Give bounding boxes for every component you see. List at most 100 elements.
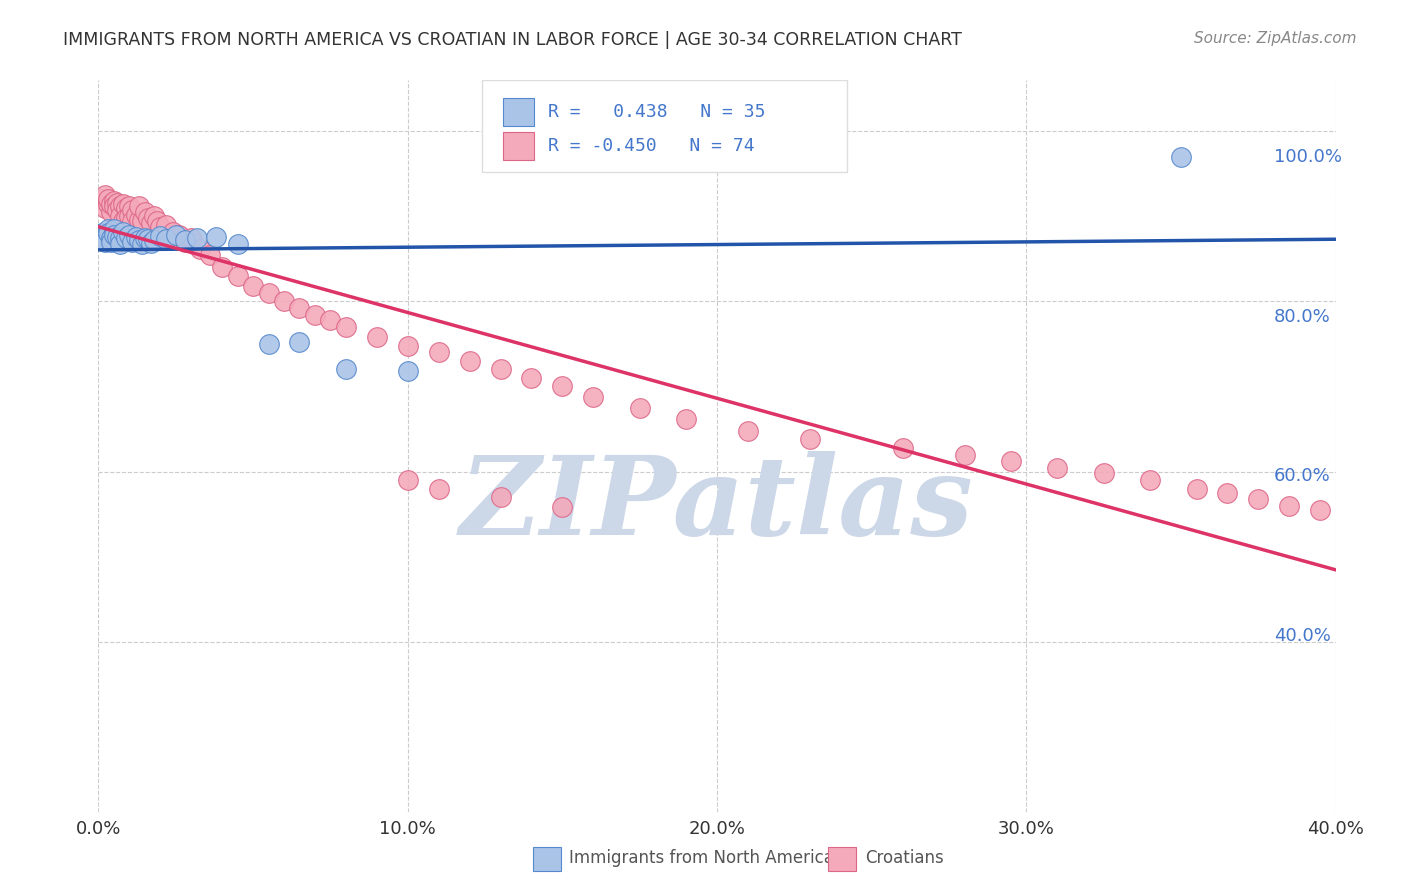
Point (464, 356, 486, 370)
Bar (531, 156, 560, 182)
Point (186, 217, 209, 231)
Point (519, 491, 541, 506)
Point (231, 242, 253, 256)
Point (254, 258, 277, 272)
Point (170, 252, 193, 266)
Point (217, 232, 239, 246)
Point (179, 213, 201, 227)
Point (208, 229, 231, 244)
Point (211, 252, 233, 267)
Point (200, 250, 222, 264)
Point (1213, 500, 1236, 514)
Point (179, 245, 201, 260)
Point (737, 429, 759, 443)
Point (179, 219, 201, 233)
Point (205, 224, 228, 238)
Point (287, 253, 309, 268)
Point (232, 245, 254, 260)
Point (437, 349, 460, 363)
Point (269, 247, 291, 261)
Point (356, 320, 378, 334)
Bar (531, 123, 560, 150)
Point (191, 219, 214, 233)
Point (194, 221, 217, 235)
Point (219, 237, 242, 252)
Point (342, 346, 364, 360)
Point (176, 248, 198, 262)
Point (1050, 469, 1073, 483)
Point (179, 240, 201, 254)
Point (184, 219, 207, 233)
Point (969, 458, 991, 472)
Point (173, 240, 195, 254)
Point (437, 373, 460, 387)
Point (167, 244, 190, 258)
Point (214, 227, 236, 242)
Point (214, 250, 236, 264)
Point (194, 232, 217, 246)
Point (368, 325, 391, 339)
Text: R = -0.450   N = 74: R = -0.450 N = 74 (571, 160, 778, 178)
Point (574, 500, 596, 515)
Point (315, 300, 337, 314)
Point (208, 249, 231, 263)
Point (342, 314, 364, 328)
Point (1159, 487, 1181, 501)
Text: ZIPatlas: ZIPatlas (464, 451, 977, 559)
Point (181, 215, 204, 229)
Point (197, 226, 219, 240)
Point (873, 445, 896, 459)
Point (191, 245, 214, 260)
Point (200, 231, 222, 245)
Point (437, 475, 460, 490)
Point (181, 247, 204, 261)
Point (202, 232, 225, 246)
Point (176, 252, 198, 266)
FancyBboxPatch shape (513, 107, 835, 193)
Point (186, 232, 209, 246)
Point (1118, 172, 1140, 186)
Point (184, 248, 207, 262)
Point (574, 387, 596, 401)
Point (287, 284, 309, 298)
Point (173, 244, 195, 258)
Point (1187, 493, 1209, 508)
Point (188, 229, 211, 244)
Point (173, 211, 195, 226)
Point (219, 246, 242, 260)
Point (682, 417, 704, 432)
Text: Immigrants from North America: Immigrants from North America (569, 849, 834, 867)
Text: Source: ZipAtlas.com: Source: ZipAtlas.com (1194, 31, 1357, 46)
Point (240, 250, 263, 264)
Point (1091, 475, 1114, 490)
Point (315, 348, 337, 362)
Point (492, 363, 515, 377)
Point (519, 371, 541, 385)
Point (194, 252, 217, 266)
Text: Croatians: Croatians (865, 849, 943, 867)
Point (188, 249, 211, 263)
Point (382, 332, 405, 346)
Text: R =   0.438   N = 35: R = 0.438 N = 35 (571, 128, 789, 145)
Point (546, 379, 568, 393)
Point (464, 483, 486, 498)
Point (184, 253, 207, 268)
Point (235, 245, 257, 260)
Point (200, 219, 222, 233)
Point (176, 216, 198, 230)
Point (600, 397, 623, 411)
Point (328, 308, 350, 322)
Point (202, 253, 225, 268)
Point (409, 341, 432, 355)
Point (197, 247, 219, 261)
Point (1240, 503, 1263, 517)
Point (225, 235, 247, 250)
Point (184, 227, 207, 242)
Point (188, 219, 211, 234)
Point (205, 248, 228, 262)
Point (263, 264, 285, 278)
Point (181, 221, 204, 235)
Point (191, 227, 214, 242)
Point (301, 293, 323, 308)
Point (170, 208, 193, 222)
